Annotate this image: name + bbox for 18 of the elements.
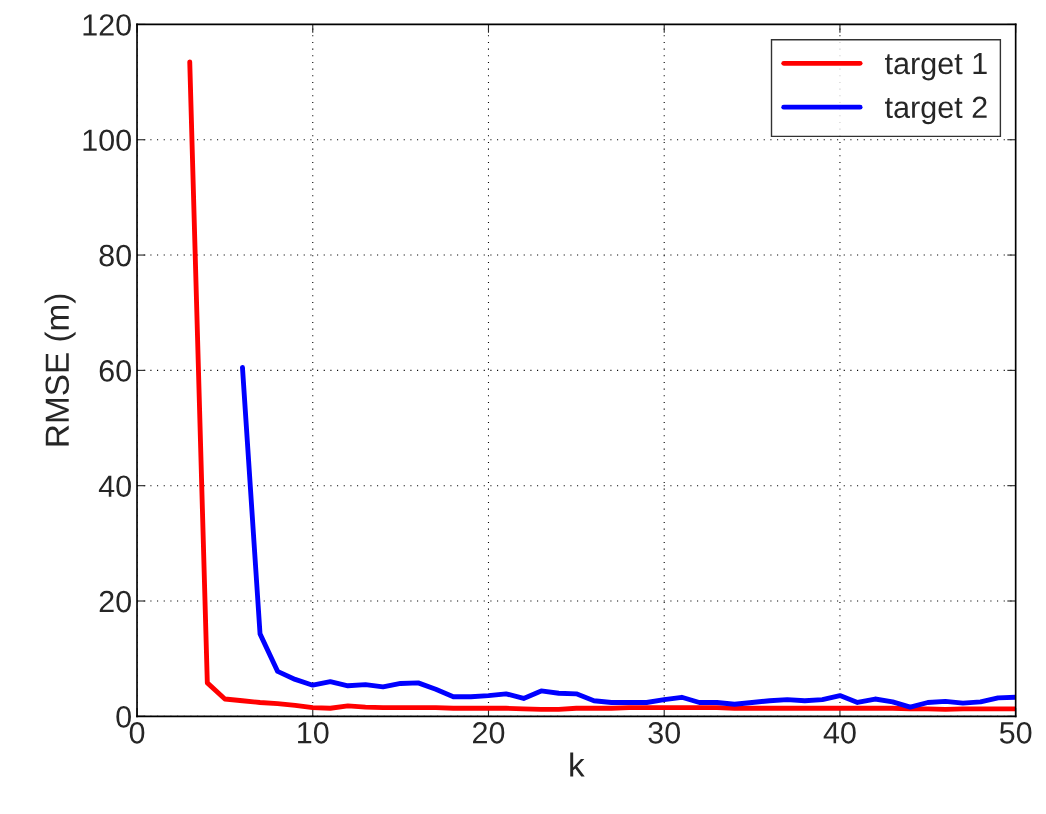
x-tick-label: 40: [823, 721, 856, 744]
y-tick-label: 60: [99, 360, 131, 382]
y-tick-label: 0: [116, 706, 131, 728]
y-tick-label: 80: [99, 244, 131, 267]
x-tick-label: 10: [298, 721, 329, 744]
x-tick-label: 0: [129, 721, 145, 744]
y-tick-label: 40: [98, 475, 131, 498]
x-tick-label: 30: [648, 721, 681, 744]
line-series: [240, 365, 1016, 710]
y-tick-label: 20: [99, 590, 131, 613]
x-axis-title: k: [570, 752, 585, 777]
x-tick-label: 50: [999, 721, 1032, 744]
x-tick-label: 20: [473, 721, 505, 744]
legend-label: target 1: [885, 53, 987, 81]
legend-label: target 2: [885, 96, 987, 125]
y-axis-title: RMSE (m): [44, 294, 76, 446]
y-tick-label: 100: [83, 129, 131, 152]
y-tick-label: 120: [83, 14, 131, 36]
